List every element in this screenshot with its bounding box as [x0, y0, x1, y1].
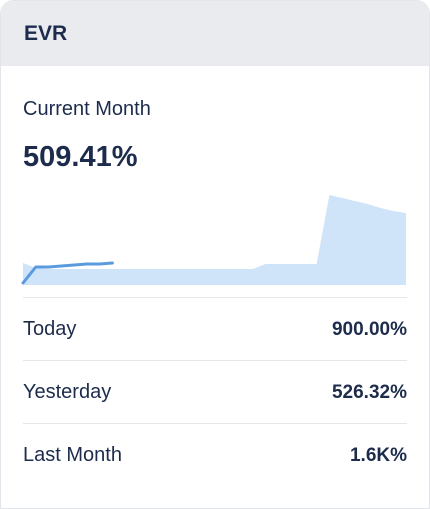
row-label: Today: [23, 318, 77, 340]
stat-row: Last Month 1.6K%: [23, 423, 407, 487]
row-value: 1.6K%: [349, 444, 407, 466]
row-value: 526.32%: [331, 381, 407, 403]
current-month-value: 509.41%: [23, 141, 138, 173]
previous-area: [23, 195, 406, 285]
sparkline: [21, 195, 406, 285]
row-label: Last Month: [23, 444, 122, 466]
card-title: EVR: [1, 1, 429, 66]
current-line: [21, 261, 114, 285]
stat-row: Yesterday 526.32%: [23, 360, 407, 424]
current-month-label: Current Month: [23, 98, 151, 120]
row-value: 900.00%: [331, 318, 407, 340]
stat-row: Today 900.00%: [23, 297, 407, 361]
row-label: Yesterday: [23, 381, 112, 403]
